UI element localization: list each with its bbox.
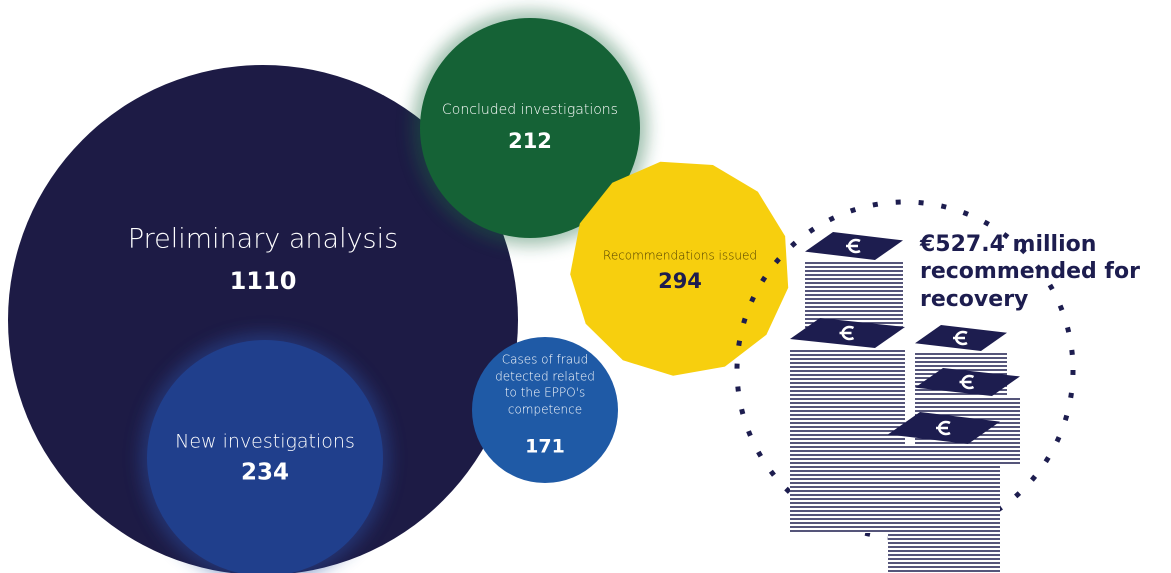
value: 294 [658, 269, 702, 293]
euro-icon [846, 238, 861, 254]
value: 212 [508, 129, 552, 153]
label: competence [508, 403, 582, 417]
stack-body [790, 348, 905, 533]
value: 1110 [230, 267, 297, 295]
fraud-bubble [472, 337, 618, 483]
euro-icon [959, 374, 975, 390]
euro-icon [936, 420, 951, 436]
value: 234 [241, 460, 289, 486]
euro-icon [953, 330, 968, 346]
value: 171 [525, 436, 565, 458]
new-investigations-bubble [147, 340, 383, 573]
label: Concluded investigations [442, 102, 618, 118]
label: detected related [495, 370, 595, 384]
recovery-text: recommended for [920, 259, 1140, 284]
preliminary-bubble [8, 65, 518, 573]
recommendations-bubble [570, 161, 789, 376]
label: Preliminary analysis [128, 224, 398, 255]
money-stacks [790, 232, 1020, 573]
recovery-text: recovery [920, 287, 1028, 312]
concluded-bubble [420, 18, 640, 238]
label: New investigations [175, 431, 355, 453]
label: to the EPPO's [505, 386, 585, 400]
label: Recommendations issued [603, 249, 757, 263]
recovery-ring [734, 199, 1076, 541]
euro-icon [839, 325, 855, 341]
recovery-text: €527.4 million [919, 232, 1096, 257]
label: Cases of fraud [502, 353, 589, 367]
